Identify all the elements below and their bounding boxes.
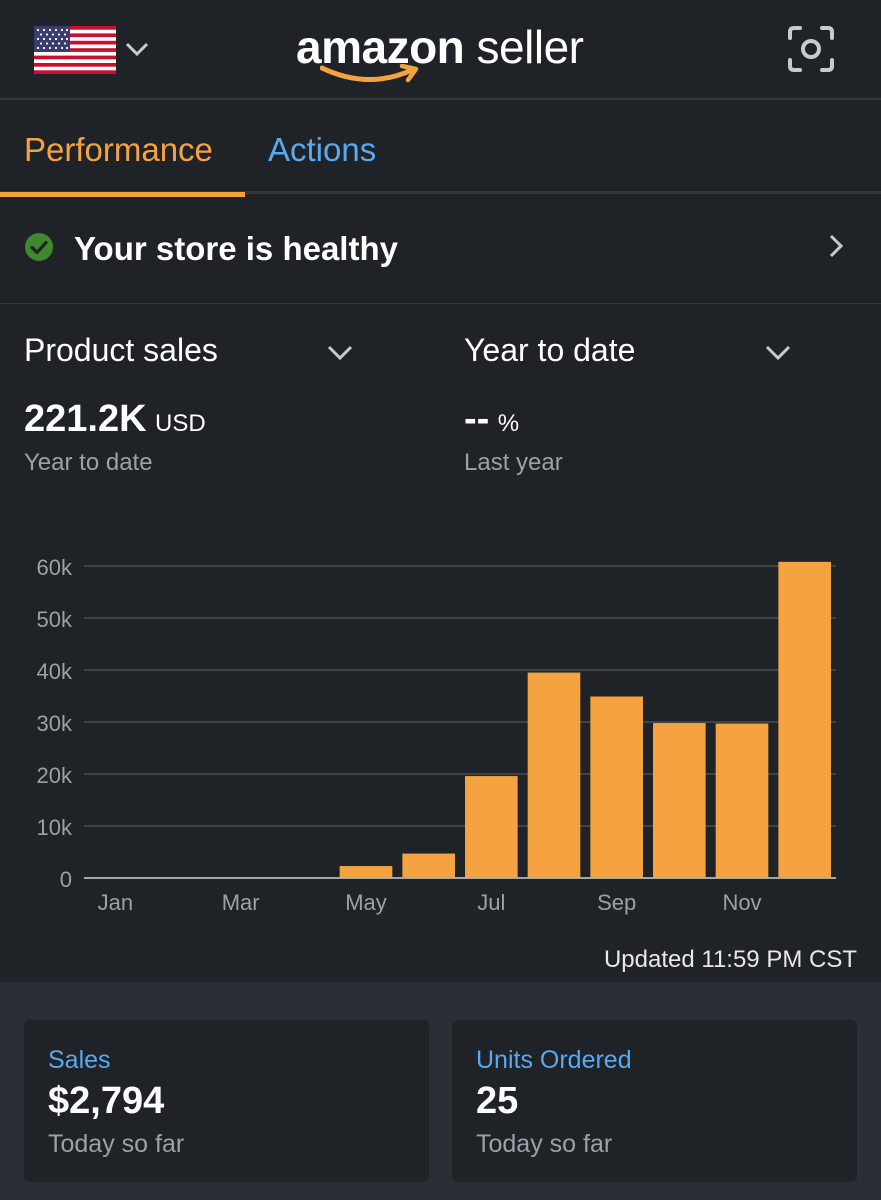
- sales-chart: 0 10k 20k 30k 40k 50k 60k Jan Mar May Jul Sep Nov: [0, 540, 881, 920]
- bar-jul[interactable]: [465, 776, 518, 878]
- tab-performance[interactable]: Performance: [0, 100, 245, 197]
- period-dropdown-label: Year to date: [464, 332, 636, 368]
- chevron-down-icon: [327, 345, 353, 361]
- y-tick-label: 10k: [37, 815, 73, 840]
- logo-secondary: seller: [476, 21, 584, 73]
- y-tick-label: 60k: [37, 555, 73, 580]
- tab-actions[interactable]: Actions: [268, 131, 377, 168]
- y-tick-label: 20k: [37, 763, 73, 788]
- comparison-sublabel: Last year: [464, 449, 563, 476]
- store-health-row[interactable]: Your store is healthy: [0, 196, 881, 304]
- chevron-down-icon[interactable]: [124, 36, 150, 62]
- metric-unit: USD: [155, 410, 206, 437]
- sales-bar-chart: 0 10k 20k 30k 40k 50k 60k Jan Mar May Jul Sep Nov: [37, 555, 836, 915]
- bar-dec[interactable]: [778, 561, 831, 878]
- sales-card-value: $2,794: [48, 1080, 165, 1122]
- metric-dropdown[interactable]: Product sales: [24, 330, 364, 374]
- bar-oct[interactable]: [653, 723, 706, 878]
- tab-bar: Performance Actions: [0, 100, 881, 197]
- y-tick-label: 50k: [37, 607, 73, 632]
- y-tick-label: 30k: [37, 711, 73, 736]
- metric-dropdown-label: Product sales: [24, 332, 218, 368]
- chevron-right-icon: [829, 234, 844, 258]
- bar-nov[interactable]: [715, 723, 769, 878]
- x-tick-label: May: [345, 890, 387, 915]
- units-card[interactable]: Units Ordered 25 Today so far: [452, 1020, 857, 1182]
- us-flag-icon[interactable]: [34, 26, 116, 74]
- x-tick-label: Sep: [597, 890, 636, 915]
- units-card-value: 25: [476, 1080, 519, 1122]
- today-cards: Sales $2,794 Today so far Units Ordered …: [0, 982, 881, 1200]
- logo-primary: amazon: [296, 21, 465, 73]
- store-health-text: Your store is healthy: [74, 230, 398, 267]
- amazon-smile-icon: [320, 64, 419, 83]
- scan-icon[interactable]: [786, 24, 836, 74]
- metric-value-block: 221.2K USD Year to date: [24, 398, 206, 477]
- comparison-value-block: -- % Last year: [464, 398, 563, 477]
- metric-sublabel: Year to date: [24, 449, 153, 476]
- amazon-seller-logo: amazon seller: [296, 16, 596, 88]
- x-tick-label: Nov: [722, 890, 761, 915]
- sales-card[interactable]: Sales $2,794 Today so far: [24, 1020, 429, 1182]
- x-tick-label: Mar: [222, 890, 260, 915]
- comparison-value: --: [464, 398, 490, 440]
- chevron-down-icon: [765, 345, 791, 361]
- period-dropdown[interactable]: Year to date: [464, 330, 804, 374]
- y-tick-label: 0: [60, 867, 72, 892]
- bar-may[interactable]: [339, 866, 393, 878]
- x-tick-label: Jan: [98, 890, 133, 915]
- updated-timestamp: Updated 11:59 PM CST: [603, 946, 857, 973]
- units-card-sub: Today so far: [476, 1130, 613, 1158]
- check-circle-icon: [25, 233, 53, 261]
- bar-aug[interactable]: [527, 672, 581, 878]
- x-tick-label: Jul: [477, 890, 505, 915]
- sales-card-sub: Today so far: [48, 1130, 185, 1158]
- sales-card-title: Sales: [48, 1046, 111, 1074]
- bar-sep[interactable]: [590, 696, 643, 878]
- bar-jun[interactable]: [402, 853, 455, 878]
- metric-value: 221.2K: [24, 398, 147, 440]
- y-tick-label: 40k: [37, 659, 73, 684]
- comparison-unit: %: [497, 410, 520, 437]
- top-bar: amazon seller: [0, 0, 881, 100]
- units-card-title: Units Ordered: [476, 1046, 632, 1074]
